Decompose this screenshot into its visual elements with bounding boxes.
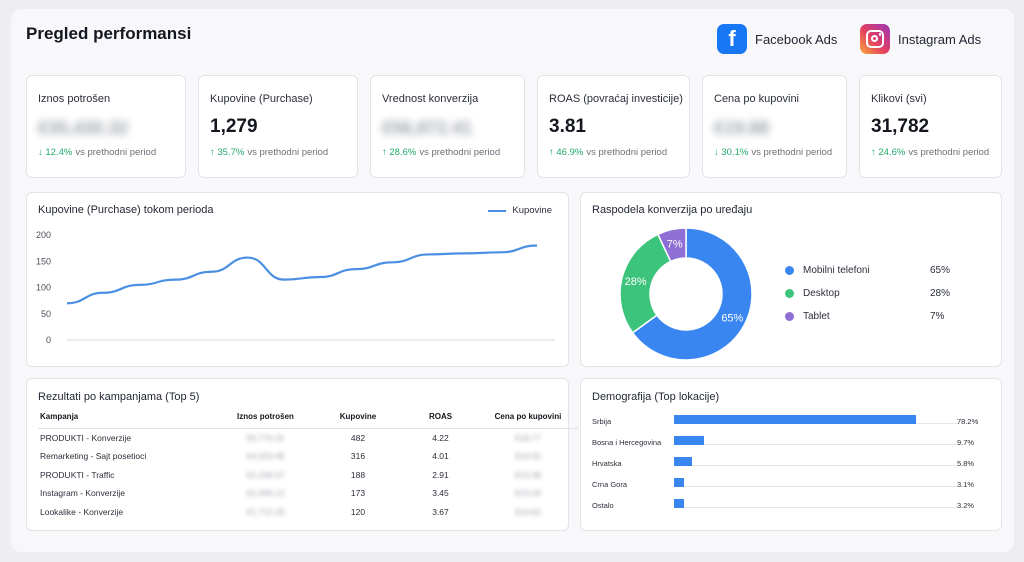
device-donut-chart: 65% 28% 7% — [619, 227, 753, 361]
kpi-label: Iznos potrošen — [38, 93, 111, 105]
instagram-icon — [860, 24, 890, 54]
kpi-card-roas: ROAS (povraćaj investicije) 3.81 ↑ 46.9%… — [537, 75, 690, 178]
kpi-card-clicks: Klikovi (svi) 31,782 ↑ 24.6% vs prethodni… — [859, 75, 1002, 178]
slice-label: 65% — [721, 313, 743, 325]
slice-label: 7% — [667, 238, 683, 250]
kpi-label: Cena po kupovini — [714, 93, 800, 105]
column-header: Iznos potrošen — [218, 412, 313, 429]
location-bar — [674, 436, 705, 445]
table-row[interactable]: Remarketing - Sajt posetioci €4,033.48 316… — [40, 451, 541, 462]
location-bar — [674, 415, 917, 424]
kpi-value-blurred: €35,430.32 — [38, 118, 129, 138]
kpi-delta: ↓ 30.1% vs prethodni period — [714, 147, 833, 158]
kpi-label: ROAS (povraćaj investicije) — [549, 93, 683, 105]
column-header: Cena po kupovini — [478, 412, 578, 429]
table-row[interactable]: Lookalike - Konverzije €1,715.29 120 3.67 €1… — [40, 506, 541, 517]
kpi-label: Klikovi (svi) — [871, 93, 927, 105]
device-split-panel: Raspodela konverzija po uređaju 65% 28% 7%… — [580, 192, 1002, 367]
series-line-kupovine — [66, 244, 538, 305]
panel-title: Demografija (Top lokacije) — [592, 391, 720, 403]
legend-swatch — [488, 209, 507, 212]
kpi-card-purchases: Kupovine (Purchase) 1,279 ↑ 35.7% vs pret… — [198, 75, 358, 178]
slice-label: 28% — [625, 276, 647, 288]
chart-legend: Kupovine — [488, 205, 552, 216]
y-tick-label: 50 — [41, 309, 51, 319]
kpi-card-spend: Iznos potrošen €35,430.32 ↓ 12.4% vs pret… — [26, 75, 186, 178]
campaign-results-panel: Rezultati po kampanjama (Top 5) Kampanja… — [26, 378, 578, 531]
column-header: Kupovine — [313, 412, 403, 429]
campaign-table: Kampanja Iznos potrošen Kupovine ROAS Ce… — [38, 412, 578, 521]
column-header: Kampanja — [38, 412, 218, 429]
y-tick-label: 100 — [36, 283, 51, 293]
kpi-label: Kupovine (Purchase) — [210, 93, 313, 105]
table-row[interactable]: Instagram - Konverzije €2,399.12 173 3.45 €2… — [40, 488, 541, 499]
donut-slice-mobilni-telefoni[interactable] — [631, 227, 753, 361]
y-tick-label: 200 — [36, 230, 51, 240]
panel-title: Raspodela konverzija po uređaju — [592, 204, 753, 216]
table-row[interactable]: PRODUKTI - Konverzije €9,770.31 482 4.22 €18… — [40, 433, 541, 443]
location-bar — [674, 457, 692, 466]
location-bar — [674, 478, 684, 487]
kpi-card-conversion-value: Vrednost konverzija €56,872.41 ↑ 28.6% vs… — [370, 75, 525, 178]
facebook-ads-tab[interactable]: f Facebook Ads — [717, 24, 837, 54]
kpi-value: 1,279 — [210, 116, 258, 137]
panel-title: Rezultati po kampanjama (Top 5) — [38, 391, 200, 403]
legend-dot — [785, 289, 794, 298]
table-row[interactable]: PRODUKTI - Traffic €2,209.07 188 2.91 €23.38 — [40, 469, 541, 480]
donut-slice-tablet[interactable] — [656, 227, 687, 263]
legend-item-mobile: Mobilni telefoni 65% — [785, 265, 950, 276]
kpi-label: Vrednost konverzija — [382, 93, 479, 105]
purchases-over-time-panel: Kupovine (Purchase) tokom perioda Kupovi… — [26, 192, 569, 367]
kpi-delta: ↑ 24.6% vs prethodni period — [871, 147, 990, 158]
y-tick-label: 0 — [46, 335, 51, 345]
donut-slice-desktop[interactable] — [619, 233, 672, 334]
y-tick-label: 150 — [36, 256, 51, 266]
kpi-delta: ↑ 35.7% vs prethodni period — [210, 147, 329, 158]
legend-dot — [785, 266, 794, 275]
legend-item-tablet: Tablet 7% — [785, 311, 944, 322]
column-header: ROAS — [403, 412, 478, 429]
kpi-value-blurred: €19.88 — [714, 118, 770, 138]
legend-item-desktop: Desktop 28% — [785, 288, 950, 299]
kpi-value: 31,782 — [871, 116, 930, 137]
kpi-delta: ↓ 12.4% vs prethodni period — [38, 147, 157, 158]
instagram-ads-tab[interactable]: Instagram Ads — [860, 24, 981, 54]
page-title: Pregled performansi — [26, 24, 192, 43]
legend-dot — [785, 312, 794, 321]
kpi-value: 3.81 — [549, 116, 586, 137]
kpi-delta: ↑ 28.6% vs prethodni period — [382, 147, 501, 158]
panel-title: Kupovine (Purchase) tokom perioda — [38, 204, 214, 216]
instagram-ads-label: Instagram Ads — [898, 31, 982, 47]
legend-label: Kupovine — [512, 205, 552, 216]
kpi-delta: ↑ 46.9% vs prethodni period — [549, 147, 668, 158]
kpi-card-cost-per-purchase: Cena po kupovini €19.88 ↓ 30.1% vs pretho… — [702, 75, 847, 178]
facebook-ads-label: Facebook Ads — [755, 31, 838, 47]
facebook-icon: f — [717, 24, 747, 54]
kpi-value-blurred: €56,872.41 — [382, 118, 473, 138]
location-bar — [674, 499, 684, 508]
demographics-panel: Demografija (Top lokacije) Srbija 78.2% … — [580, 378, 1002, 531]
purchases-line-chart: 200 150 100 50 0 — [36, 230, 555, 345]
